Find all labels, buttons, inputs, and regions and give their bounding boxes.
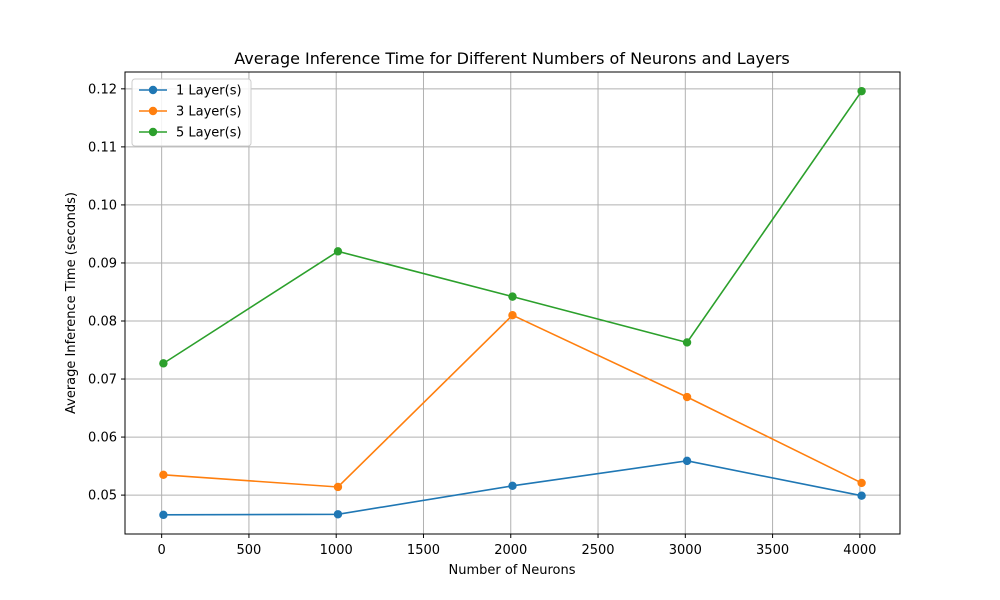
x-tick-label: 0: [158, 543, 166, 558]
data-point-1-layer-s: [508, 481, 517, 491]
x-tick-label: 500: [237, 543, 262, 558]
data-point-5-layer-s: [857, 86, 866, 96]
legend-label: 5 Layer(s): [176, 126, 242, 141]
x-tick-label: 3000: [669, 543, 702, 558]
data-point-1-layer-s: [333, 510, 343, 519]
legend-swatch-marker: [148, 127, 158, 137]
chart-title: Average Inference Time for Different Num…: [234, 49, 789, 68]
data-point-5-layer-s: [333, 247, 343, 256]
axis-ticks: 0 500 1000 1500 2000 2500 3000 3500 4000 0.05 0.06…: [88, 82, 876, 558]
y-tick-label: 0.06: [88, 431, 117, 446]
x-tick-label: 2500: [581, 543, 614, 558]
legend-box: [131, 78, 252, 147]
grid: [125, 72, 900, 534]
legend-swatch-marker: [148, 85, 158, 95]
data-point-3-layer-s: [333, 482, 343, 492]
legend: 1 Layer(s) 3 Layer(s) 5 Layer(s): [131, 78, 252, 147]
legend-label: 3 Layer(s): [176, 105, 242, 120]
y-tick-label: 0.11: [88, 140, 117, 155]
y-tick-label: 0.09: [88, 256, 117, 271]
data-point-3-layer-s: [159, 470, 168, 479]
x-tick-label: 4000: [843, 543, 876, 558]
x-tick-label: 1500: [407, 543, 440, 558]
series-line-3-layer-s: [163, 314, 862, 488]
x-tick-label: 1000: [320, 543, 353, 558]
x-axis-title: Number of Neurons: [448, 563, 575, 578]
legend-label: 1 Layer(s): [176, 84, 242, 99]
y-tick-label: 0.07: [88, 373, 117, 388]
y-tick-label: 0.08: [88, 314, 117, 329]
data-point-3-layer-s: [857, 478, 866, 488]
y-tick-label: 0.05: [88, 489, 117, 504]
data-point-1-layer-s: [682, 456, 692, 466]
data-point-5-layer-s: [682, 338, 692, 347]
data-point-3-layer-s: [682, 392, 692, 402]
legend-swatch-marker: [148, 106, 158, 116]
data-point-1-layer-s: [857, 491, 866, 500]
series-group: [159, 86, 866, 520]
data-point-5-layer-s: [159, 359, 168, 368]
x-tick-label: 2000: [494, 543, 527, 558]
data-point-1-layer-s: [159, 510, 168, 520]
data-point-3-layer-s: [508, 310, 517, 320]
data-point-5-layer-s: [508, 292, 517, 301]
series-line-5-layer-s: [162, 90, 863, 365]
y-tick-label: 0.10: [88, 198, 117, 213]
plot-frame: [124, 71, 901, 535]
x-tick-label: 3500: [756, 543, 789, 558]
y-axis-title: Average Inference Time (seconds): [64, 192, 79, 414]
y-tick-label: 0.12: [88, 82, 117, 97]
